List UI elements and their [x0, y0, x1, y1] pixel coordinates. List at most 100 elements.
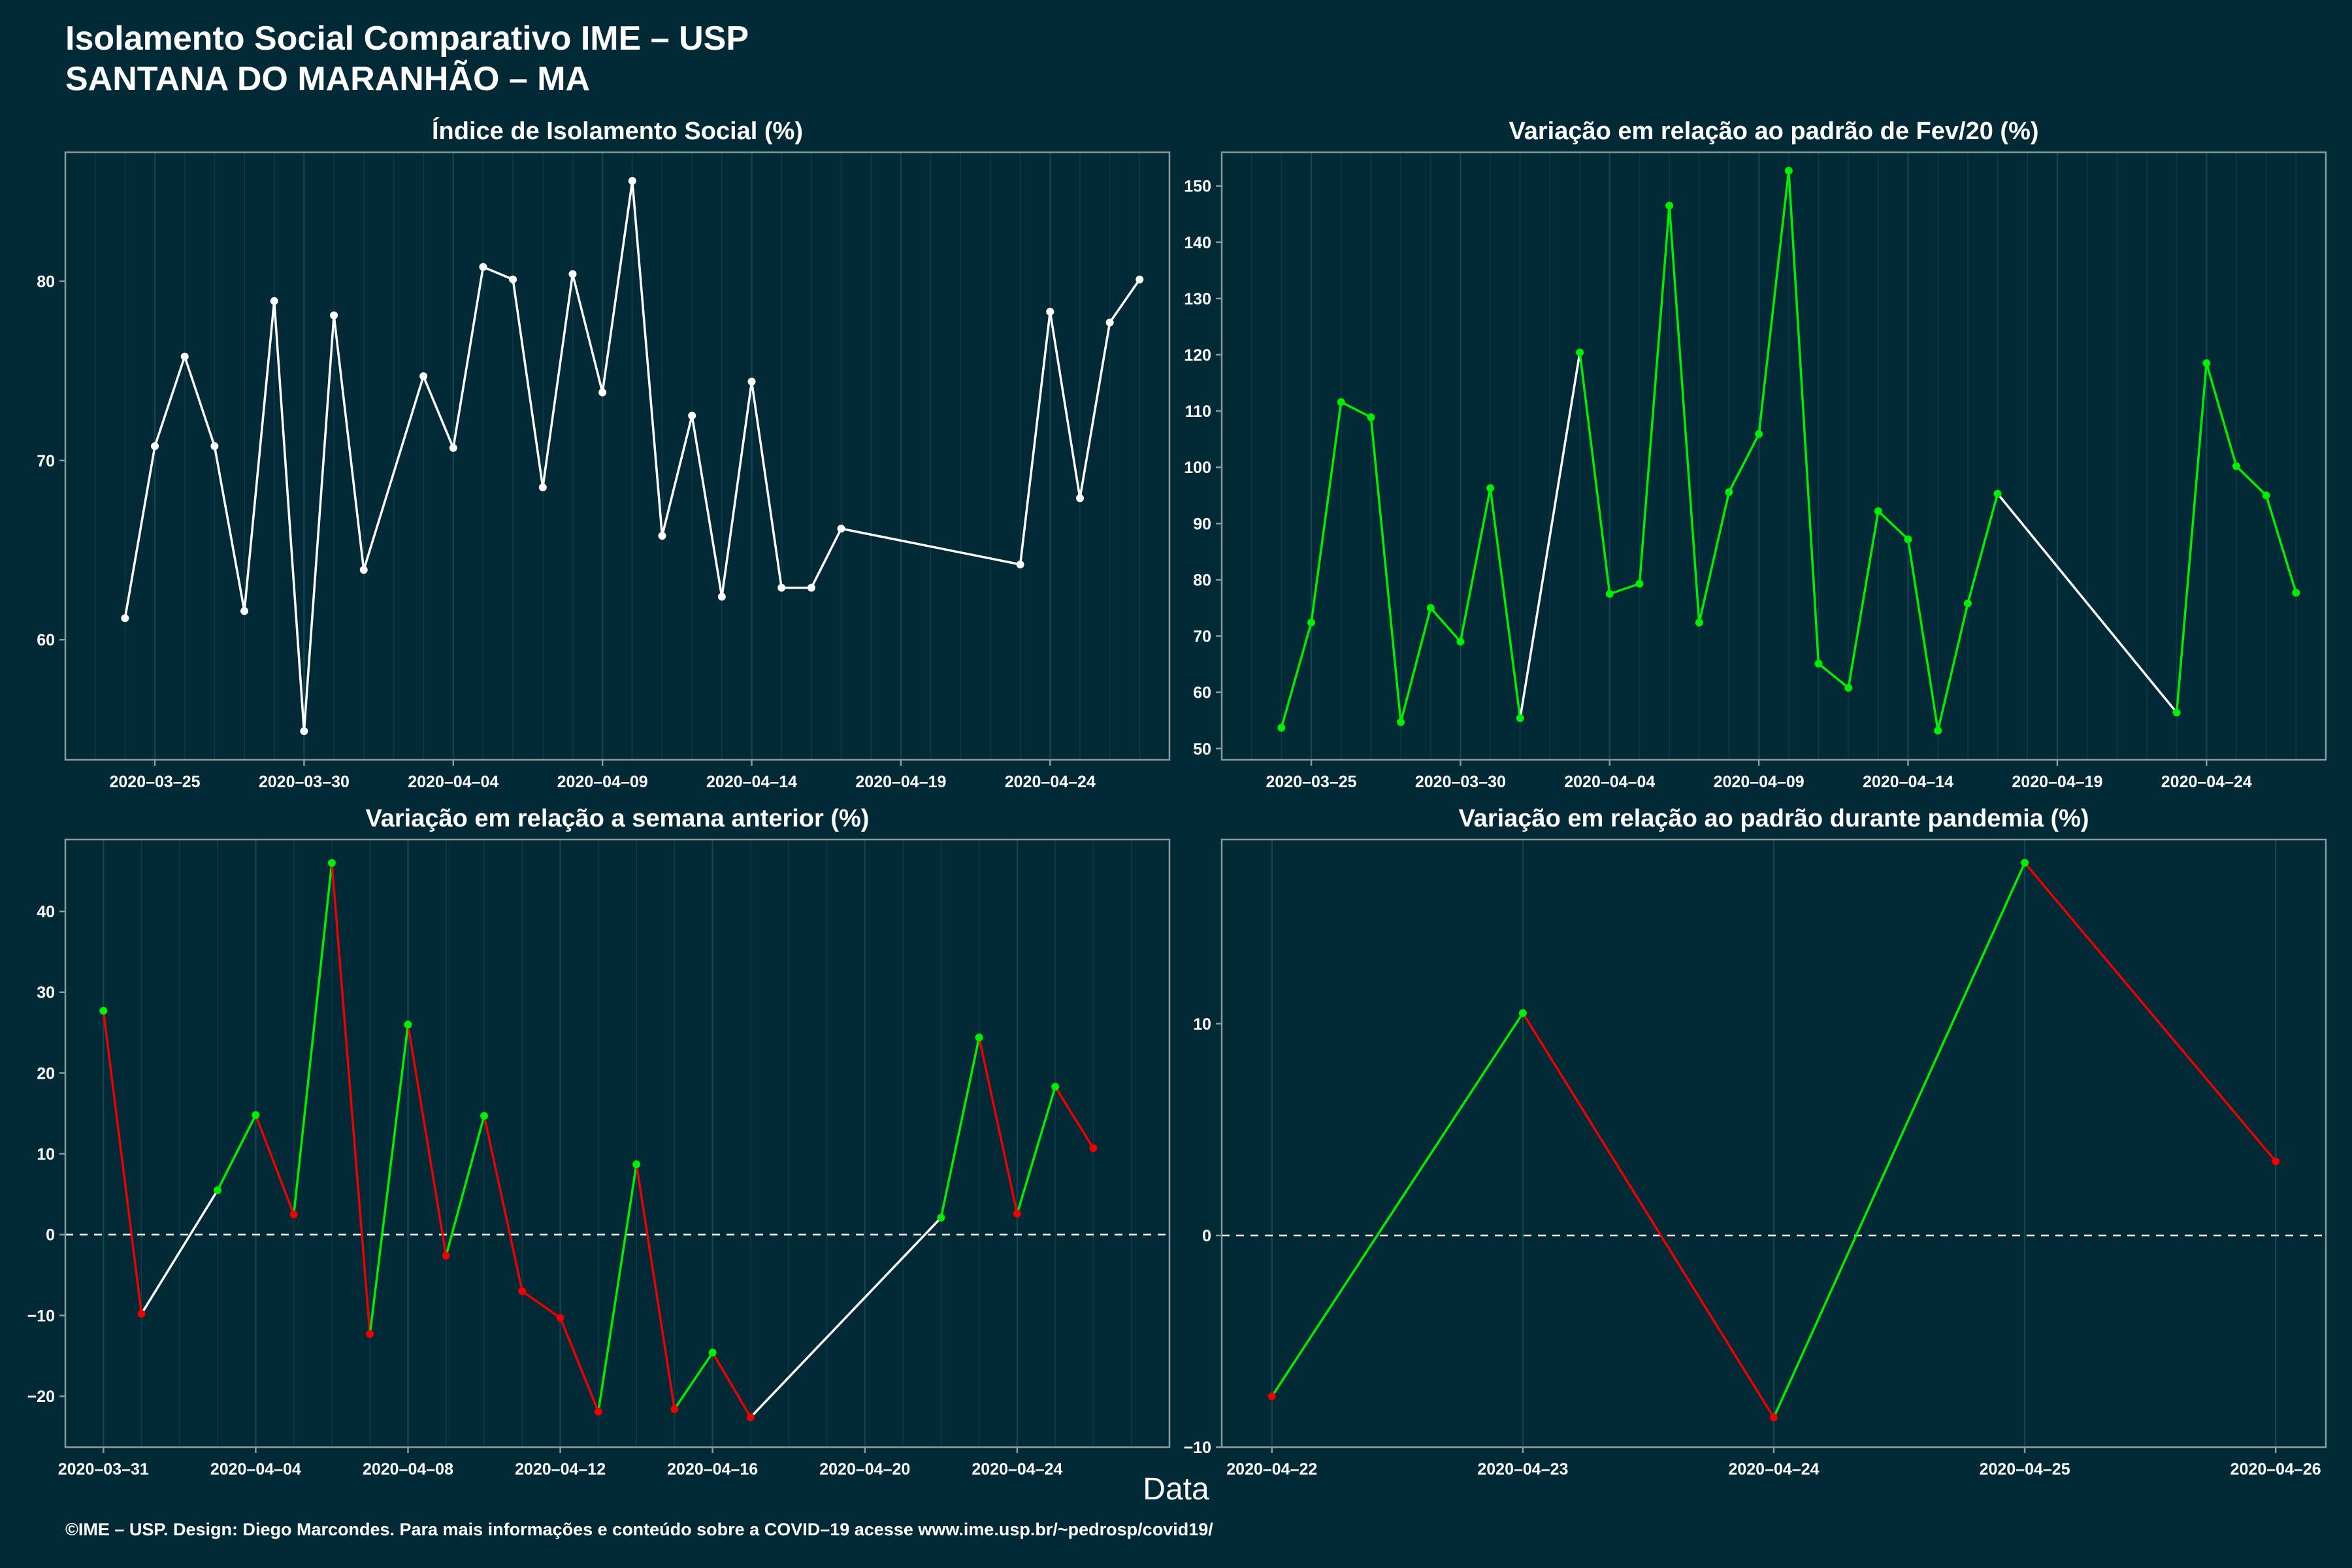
data-point	[594, 1407, 602, 1416]
series-segment	[452, 267, 485, 448]
series-segment	[216, 1114, 257, 1191]
data-point	[688, 412, 696, 420]
data-point	[359, 566, 368, 574]
y-tick-label: 60	[37, 631, 55, 649]
series-segment	[2264, 495, 2297, 593]
series-segment	[1727, 433, 1760, 493]
series-segment	[939, 1037, 981, 1218]
series-segment	[1429, 607, 1462, 643]
series-segment	[1079, 322, 1111, 498]
series-segment	[1489, 487, 1522, 719]
data-point	[1635, 580, 1644, 588]
series-segment	[292, 862, 333, 1215]
series-segment	[1788, 171, 1820, 664]
data-point	[121, 614, 129, 623]
x-tick-label: 2020–04–24	[972, 1460, 1062, 1478]
series-segment	[368, 1024, 410, 1335]
data-point	[214, 1186, 222, 1194]
series-segment	[213, 446, 246, 612]
data-point	[598, 388, 607, 397]
x-tick-label: 2020–04–14	[706, 773, 797, 791]
series-segment	[673, 1352, 714, 1410]
series-segment	[331, 862, 371, 1335]
series-segment	[749, 1217, 942, 1418]
data-point	[1695, 618, 1703, 627]
x-tick-label: 2020–03–30	[1415, 773, 1506, 791]
x-tick-label: 2020–04–09	[1714, 773, 1805, 791]
series-segment	[750, 381, 783, 588]
series-segment	[482, 265, 514, 281]
series-segment	[272, 301, 306, 732]
y-tick-label: −10	[27, 1307, 55, 1325]
main-title: Isolamento Social Comparativo IME – USP …	[65, 18, 749, 99]
series-segment	[1757, 171, 1790, 434]
x-tick-label: 2020–04–14	[1863, 773, 1953, 791]
series-segment	[243, 301, 276, 612]
series-segment	[1280, 622, 1313, 728]
series-segment	[521, 1290, 561, 1319]
series-segment	[154, 356, 186, 447]
data-point	[1725, 488, 1733, 497]
series-segment	[184, 356, 216, 447]
series-segment	[2023, 862, 2277, 1162]
data-point	[509, 275, 517, 284]
data-point	[1516, 714, 1524, 723]
series-segment	[635, 1164, 676, 1410]
x-axis-label: Data	[1143, 1472, 1209, 1507]
data-point	[289, 1210, 298, 1218]
series-segment	[1906, 539, 1939, 731]
series-segment	[1271, 1012, 1524, 1397]
data-point	[937, 1213, 945, 1222]
series-segment	[1578, 352, 1611, 595]
series-segment	[1877, 510, 1909, 540]
y-tick-label: 80	[37, 273, 55, 291]
data-point	[807, 583, 815, 592]
series-segment	[977, 1037, 1019, 1214]
data-point	[670, 1405, 679, 1413]
data-point	[1105, 318, 1114, 327]
series-segment	[512, 279, 544, 488]
data-point	[2292, 589, 2300, 597]
series-segment	[711, 1352, 752, 1418]
series-segment	[1019, 311, 1052, 565]
series-segment	[1399, 608, 1432, 723]
x-tick-label: 2020–04–09	[557, 773, 648, 791]
data-point	[137, 1309, 146, 1318]
data-point	[1051, 1083, 1060, 1091]
y-tick-label: 40	[37, 903, 55, 921]
data-point	[518, 1287, 527, 1296]
y-tick-label: 100	[1184, 459, 1211, 477]
y-tick-label: 70	[37, 452, 55, 470]
series-segment	[1340, 400, 1372, 419]
data-point	[442, 1251, 450, 1260]
panel-title-isolamento: Índice de Isolamento Social (%)	[431, 118, 803, 145]
series-segment	[1522, 1012, 1775, 1418]
y-tick-label: 110	[1185, 402, 1211, 421]
data-point	[2021, 858, 2029, 867]
series-segment	[841, 527, 1021, 566]
x-tick-label: 2020–04–16	[667, 1460, 758, 1478]
data-point	[1814, 659, 1823, 668]
data-point	[99, 1007, 108, 1015]
y-tick-label: 80	[1193, 571, 1211, 589]
data-point	[151, 442, 159, 450]
series-segment	[691, 415, 723, 597]
data-point	[717, 593, 726, 601]
data-point	[252, 1111, 260, 1119]
x-tick-label: 2020–03–25	[1266, 773, 1357, 791]
series-segment	[1016, 1086, 1056, 1215]
series-segment	[1668, 205, 1701, 623]
data-point	[1307, 618, 1316, 627]
series-segment	[140, 1189, 219, 1315]
footer-credits: ©IME – USP. Design: Diego Marcondes. Par…	[65, 1520, 1213, 1539]
data-point	[1456, 638, 1465, 646]
y-tick-label: 10	[1193, 1015, 1211, 1034]
data-point	[658, 532, 666, 540]
y-tick-label: −10	[1184, 1439, 1211, 1457]
series-segment	[254, 1115, 295, 1215]
x-tick-label: 2020–03–30	[259, 773, 350, 791]
data-point	[330, 311, 338, 319]
